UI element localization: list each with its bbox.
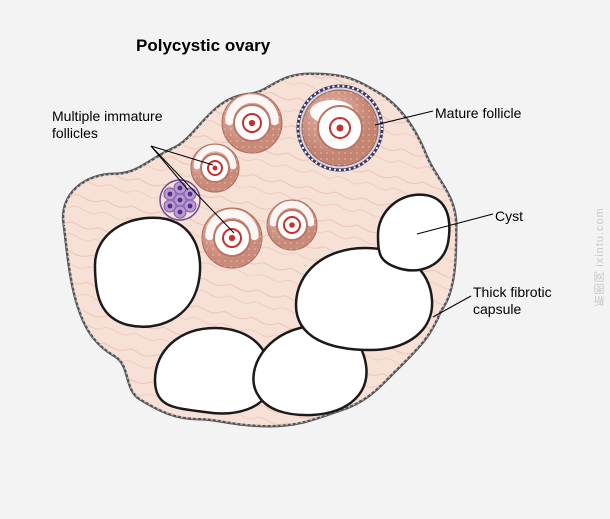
diagram-svg xyxy=(0,0,610,514)
label-capsule: Thick fibroticcapsule xyxy=(473,284,552,318)
watermark: 新图网 ixintu.com xyxy=(592,207,608,307)
mature-follicle xyxy=(298,86,382,170)
label-mature: Mature follicle xyxy=(435,105,521,122)
label-cyst: Cyst xyxy=(495,208,523,225)
immature-follicle xyxy=(222,93,282,153)
immature-follicle xyxy=(191,144,239,192)
label-immature: Multiple immaturefollicles xyxy=(52,108,162,142)
immature-follicle xyxy=(267,200,317,250)
immature-follicle xyxy=(202,208,262,268)
cyst xyxy=(95,218,200,327)
diagram-title: Polycystic ovary xyxy=(136,36,270,56)
